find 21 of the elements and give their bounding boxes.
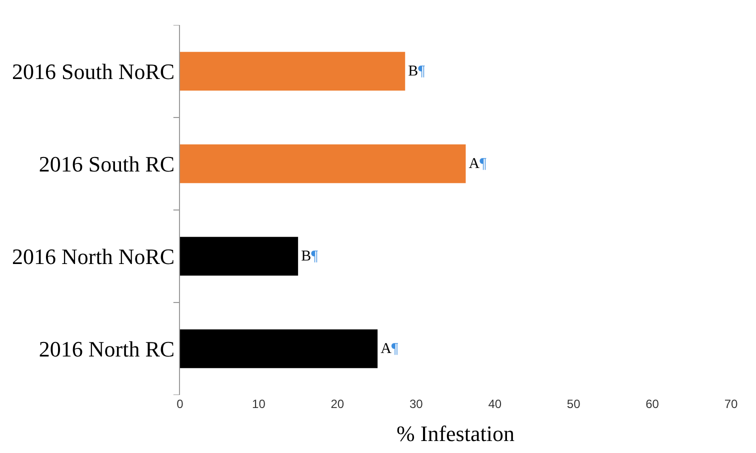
bar (180, 144, 466, 184)
data-label: B¶ (408, 63, 426, 80)
x-tick-label: 30 (409, 397, 424, 411)
x-tick-label: 40 (488, 397, 502, 411)
y-tick-label: 2016 North NoRC (12, 244, 175, 269)
data-label: B¶ (301, 248, 318, 264)
data-label: A¶ (380, 340, 398, 357)
x-tick-label: 10 (252, 397, 266, 411)
x-tick-label: 70 (724, 397, 738, 411)
x-tick-label: 0 (176, 397, 184, 411)
x-tick-label: 60 (646, 397, 660, 411)
bar (180, 52, 406, 91)
bar (180, 236, 298, 276)
y-tick-label: 2016 South RC (38, 151, 175, 176)
bar (180, 329, 378, 368)
y-tick-label: 2016 North RC (38, 336, 175, 362)
x-tick-label: 20 (330, 397, 344, 411)
x-axis-title: % Infestation (396, 420, 514, 446)
data-label: A¶ (468, 156, 487, 172)
y-tick-label: 2016 South NoRC (12, 58, 175, 84)
x-tick-label: 50 (566, 397, 581, 411)
